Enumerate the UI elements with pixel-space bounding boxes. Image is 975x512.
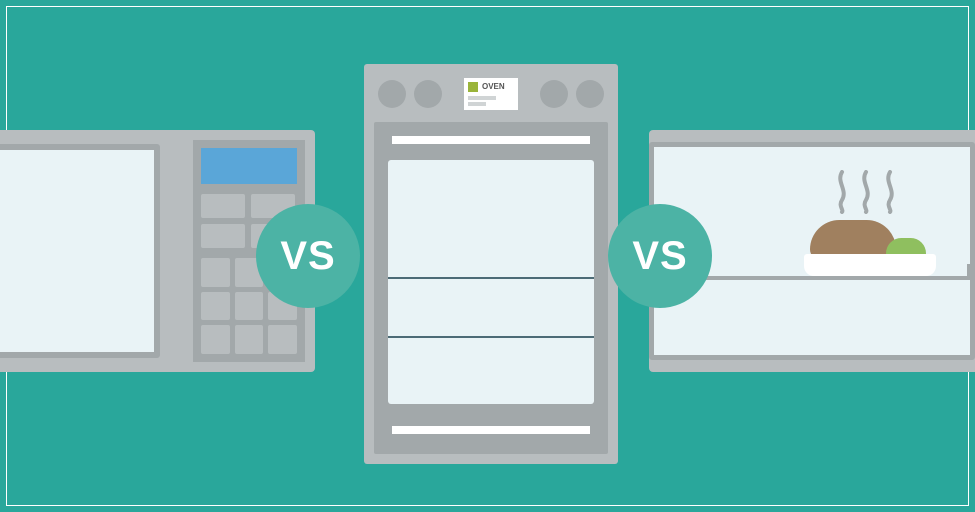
vs-badge-2-text: VS	[632, 234, 687, 279]
microwave-window	[0, 144, 160, 358]
oven-knob	[378, 80, 406, 108]
oven-knob	[540, 80, 568, 108]
oven-knob	[414, 80, 442, 108]
vs-badge-1-text: VS	[280, 234, 335, 279]
oven-knob	[576, 80, 604, 108]
steam-icon	[882, 170, 898, 214]
oven-shelf-line	[388, 277, 594, 279]
microwave-button	[201, 194, 245, 218]
plate-icon	[804, 254, 936, 276]
oven-door	[374, 122, 608, 454]
toaster-rack-lip	[967, 264, 970, 280]
oven-label-accent	[468, 82, 478, 92]
oven-label-text: OVEN	[482, 82, 505, 91]
microwave-display	[201, 148, 297, 184]
oven-shelf-line	[388, 336, 594, 338]
oven-brand-label: OVEN	[464, 78, 518, 110]
oven-vent	[392, 426, 590, 434]
vs-badge-2: VS	[608, 204, 712, 308]
steam-icon	[834, 170, 850, 214]
oven-handle	[392, 136, 590, 144]
oven-window	[388, 160, 594, 404]
vs-badge-1: VS	[256, 204, 360, 308]
oven: OVEN	[364, 64, 618, 464]
microwave-button	[201, 224, 245, 248]
steam-icon	[858, 170, 874, 214]
